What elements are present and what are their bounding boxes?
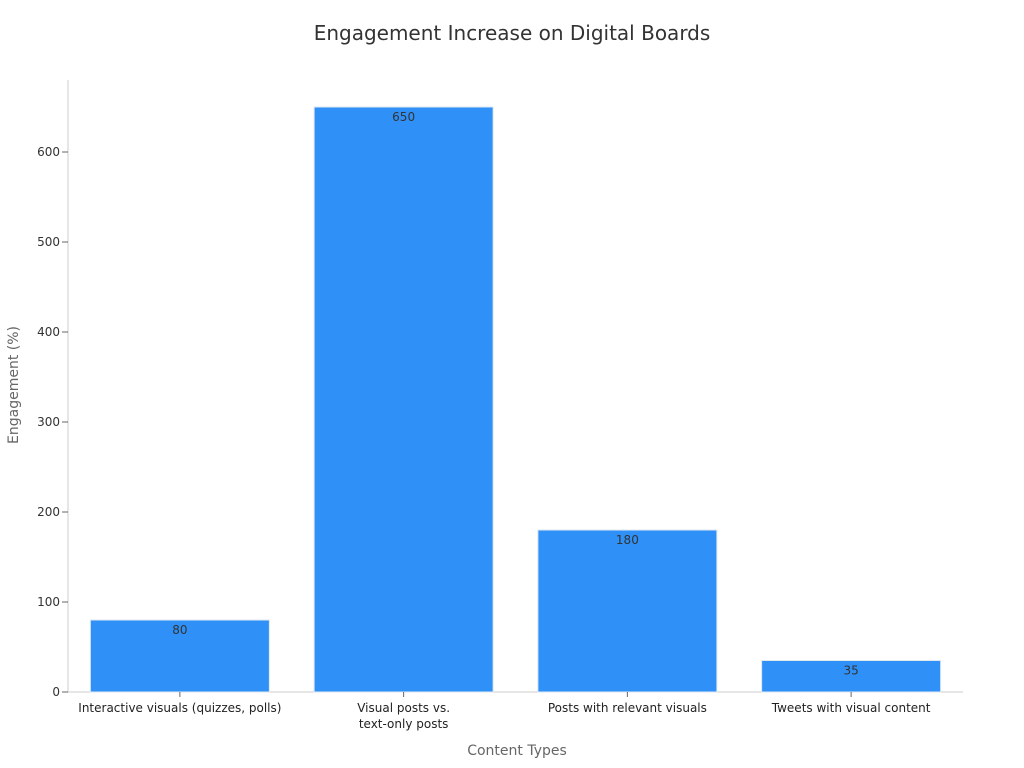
y-tick-label: 100	[37, 595, 60, 609]
y-tick-label: 600	[37, 145, 60, 159]
bar	[761, 660, 942, 693]
x-tick-label: Tweets with visual content	[771, 701, 931, 715]
chart-title: Engagement Increase on Digital Boards	[314, 21, 711, 45]
y-tick-label: 200	[37, 505, 60, 519]
plot-area: 0 100 200 300 400 500 600 80 Interactive visuals…	[37, 80, 963, 731]
bar	[89, 619, 270, 693]
y-tick-label: 0	[52, 685, 60, 699]
bar-value-label: 180	[616, 533, 639, 547]
x-tick-label: Visual posts vs. text-only posts	[357, 701, 450, 731]
y-tick-label: 300	[37, 415, 60, 429]
bar	[537, 529, 718, 693]
bar-value-label: 35	[843, 664, 858, 678]
x-tick-label: Posts with relevant visuals	[548, 701, 707, 715]
x-tick-label: Interactive visuals (quizzes, polls)	[78, 701, 281, 715]
y-tick-label: 500	[37, 235, 60, 249]
x-axis-title: Content Types	[467, 743, 567, 759]
bar-value-label: 80	[172, 623, 187, 637]
y-axis-title: Engagement (%)	[6, 326, 22, 444]
bar-value-label: 650	[392, 110, 415, 124]
y-tick-label: 400	[37, 325, 60, 339]
bar	[313, 106, 494, 693]
